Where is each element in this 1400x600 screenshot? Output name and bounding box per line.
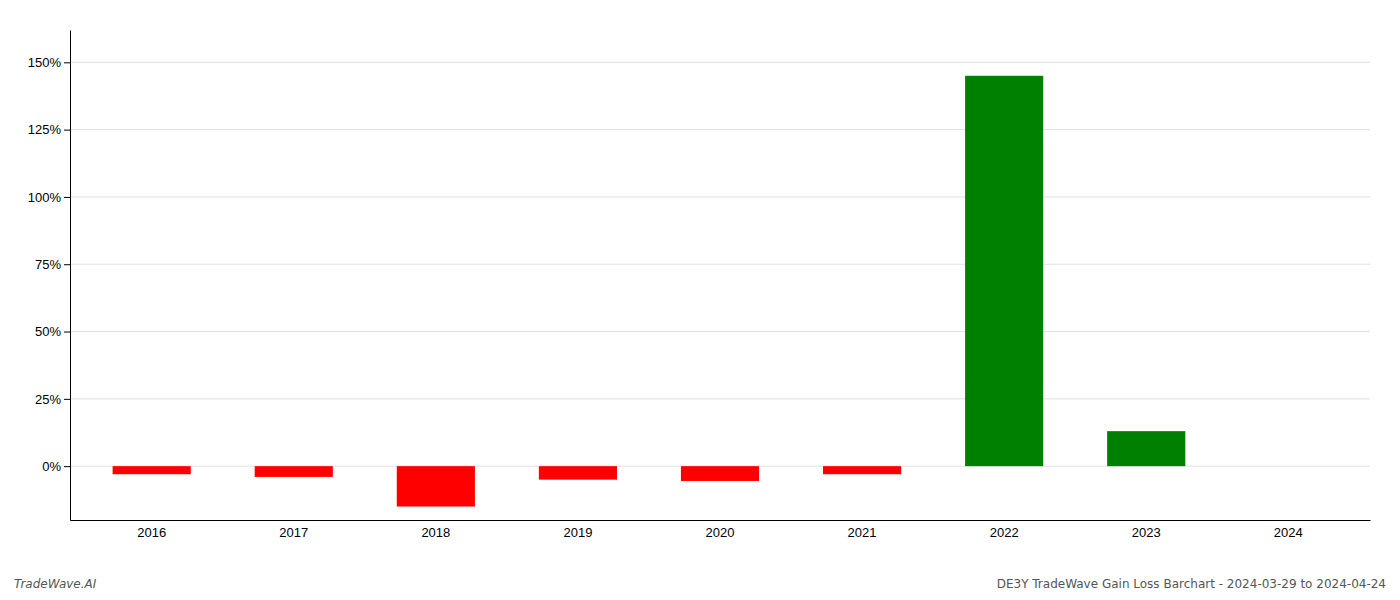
y-tick-label: 50% (35, 324, 61, 339)
footer-right: DE3Y TradeWave Gain Loss Barchart - 2024… (997, 577, 1386, 591)
x-tick-label: 2022 (990, 525, 1019, 540)
bar (965, 76, 1043, 466)
x-tick: 2018 (421, 525, 450, 540)
bar (1249, 466, 1327, 467)
y-tick: 25% (35, 392, 70, 407)
x-tick-label: 2016 (137, 525, 166, 540)
y-tick-mark (64, 264, 70, 265)
y-tick-label: 25% (35, 392, 61, 407)
y-tick-mark (64, 399, 70, 400)
x-tick: 2021 (848, 525, 877, 540)
y-tick-label: 75% (35, 257, 61, 272)
y-tick-mark (64, 332, 70, 333)
plot-area: 0%25%50%75%100%125%150%20162017201820192… (28, 31, 1371, 541)
y-tick-mark (64, 62, 70, 63)
grid-line (70, 129, 1370, 130)
x-tick-label: 2020 (706, 525, 735, 540)
x-tick: 2017 (279, 525, 308, 540)
x-tick-label: 2021 (848, 525, 877, 540)
bar (539, 466, 617, 479)
y-tick-mark (64, 130, 70, 131)
grid-line (70, 62, 1370, 63)
x-tick: 2020 (706, 525, 735, 540)
x-tick-label: 2019 (563, 525, 592, 540)
y-tick-mark (64, 197, 70, 198)
x-tick-label: 2023 (1132, 525, 1161, 540)
y-tick-label: 125% (28, 122, 62, 137)
y-tick: 0% (42, 459, 70, 474)
chart: 0%25%50%75%100%125%150%20162017201820192… (0, 0, 1400, 600)
bar (1107, 431, 1185, 466)
grid-line (70, 331, 1370, 332)
y-tick-mark (64, 466, 70, 467)
y-tick: 150% (28, 55, 70, 70)
y-axis: 0% 25% 50% 75% 100% 125% 150% (28, 31, 71, 521)
y-tick: 125% (28, 122, 70, 137)
footer-left: TradeWave.AI (14, 577, 97, 591)
y-tick: 50% (35, 324, 70, 339)
bar (255, 466, 333, 477)
x-tick-label: 2018 (421, 525, 450, 540)
x-axis-line (71, 520, 1371, 521)
grid (70, 62, 1370, 466)
grid-line (70, 398, 1370, 399)
bar (823, 466, 901, 474)
x-axis: 2016 2017 2018 2019 2020 2021 2022 2023 2024 (71, 521, 1371, 541)
x-tick: 2019 (563, 525, 592, 540)
y-tick-label: 100% (28, 190, 62, 205)
y-tick: 100% (28, 190, 70, 205)
y-axis-line (70, 31, 71, 521)
y-tick-label: 0% (42, 459, 61, 474)
x-tick: 2016 (137, 525, 166, 540)
bar (113, 466, 191, 474)
grid-line (70, 196, 1370, 197)
x-tick-label: 2017 (279, 525, 308, 540)
grid-line (70, 264, 1370, 265)
x-tick: 2023 (1132, 525, 1161, 540)
x-tick: 2022 (990, 525, 1019, 540)
bar (397, 466, 475, 506)
y-tick: 75% (35, 257, 70, 272)
x-tick: 2024 (1274, 525, 1303, 540)
x-tick-label: 2024 (1274, 525, 1303, 540)
bars (113, 76, 1186, 507)
bar (681, 466, 759, 481)
y-tick-label: 150% (28, 55, 62, 70)
